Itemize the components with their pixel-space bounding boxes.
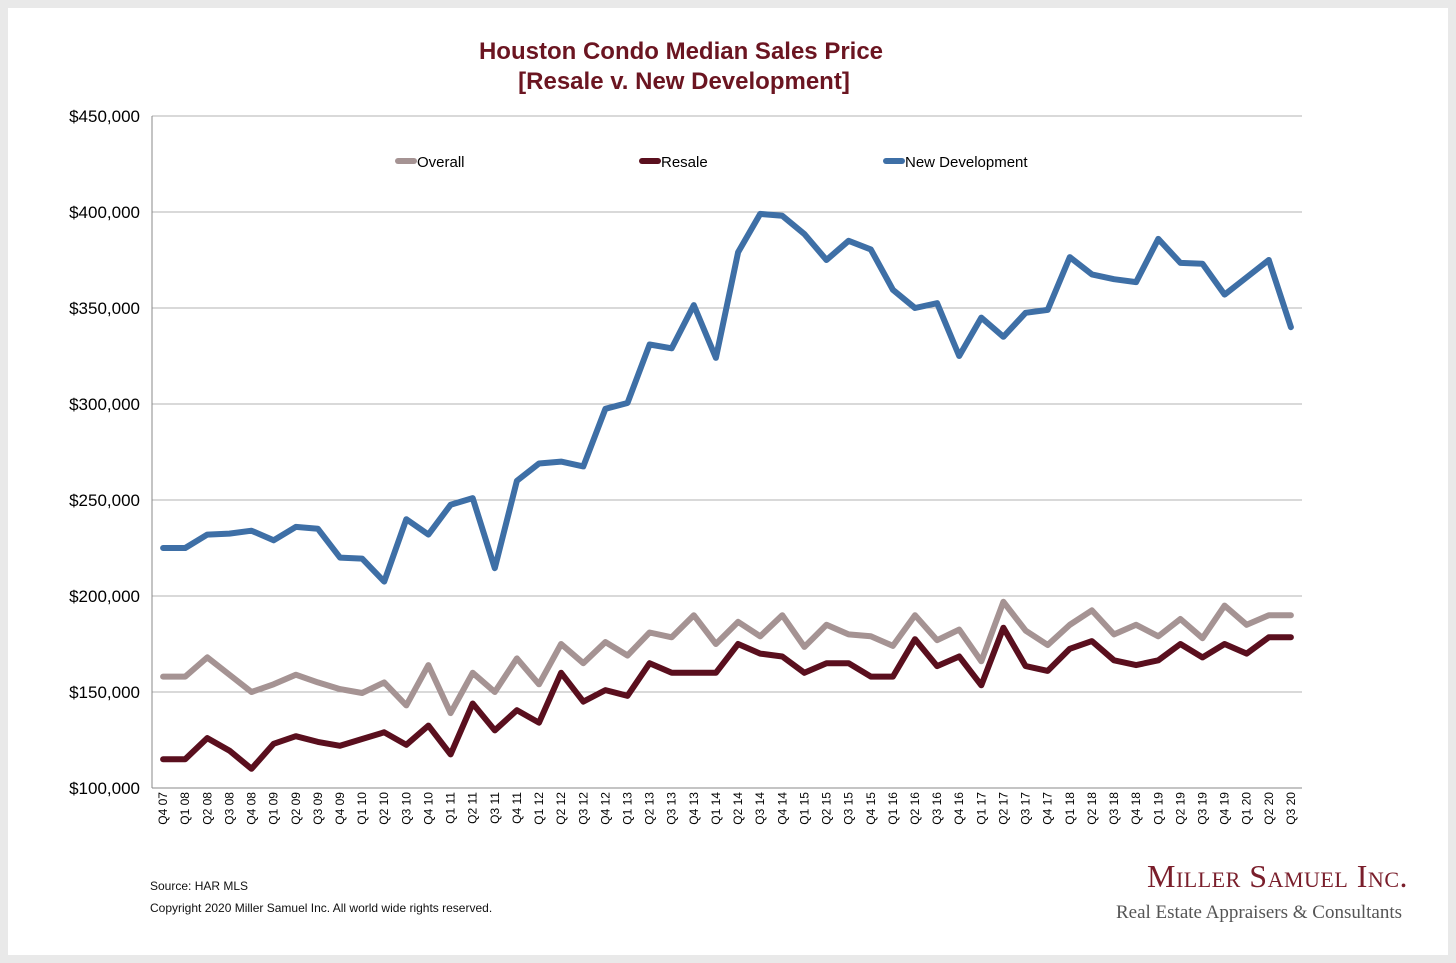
x-tick-label: Q4 18 bbox=[1129, 792, 1143, 825]
x-tick-label: Q3 10 bbox=[399, 792, 413, 825]
x-tick-label: Q3 15 bbox=[842, 792, 856, 825]
x-tick-label: Q4 19 bbox=[1218, 792, 1232, 825]
x-tick-label: Q2 18 bbox=[1085, 792, 1099, 825]
x-tick-label: Q1 11 bbox=[444, 792, 458, 824]
x-tick-label: Q3 16 bbox=[930, 792, 944, 825]
chart-subtitle: [Resale v. New Development] bbox=[518, 68, 850, 95]
x-tick-label: Q1 10 bbox=[355, 792, 369, 825]
series-line-new-development bbox=[160, 210, 1294, 585]
x-tick-label: Q1 17 bbox=[974, 792, 988, 825]
x-tick-label: Q1 14 bbox=[709, 792, 723, 825]
y-tick-label: $450,000 bbox=[69, 107, 140, 126]
x-tick-label: Q4 11 bbox=[510, 792, 524, 824]
x-tick-label: Q4 08 bbox=[245, 792, 259, 825]
x-tick-label: Q2 09 bbox=[289, 792, 303, 825]
series-lines bbox=[160, 210, 1294, 772]
x-tick-label: Q2 14 bbox=[731, 792, 745, 825]
x-tick-label: Q1 20 bbox=[1240, 792, 1254, 825]
x-tick-label: Q2 11 bbox=[466, 792, 480, 824]
x-tick-label: Q4 13 bbox=[687, 792, 701, 825]
x-tick-label: Q1 09 bbox=[267, 792, 281, 825]
x-tick-label: Q3 13 bbox=[665, 792, 679, 825]
x-tick-label: Q1 13 bbox=[620, 792, 634, 825]
x-tick-label: Q4 09 bbox=[333, 792, 347, 825]
x-tick-label: Q2 12 bbox=[554, 792, 568, 825]
company-logo-name: Miller Samuel Inc. bbox=[1147, 858, 1408, 894]
source-note: Source: HAR MLS bbox=[150, 879, 249, 893]
x-tick-label: Q1 12 bbox=[532, 792, 546, 825]
x-tick-label: Q3 20 bbox=[1284, 792, 1298, 825]
y-tick-label: $400,000 bbox=[69, 203, 140, 222]
company-logo-tagline: Real Estate Appraisers & Consultants bbox=[1115, 902, 1402, 923]
series-line-resale bbox=[160, 624, 1294, 772]
x-tick-label: Q4 15 bbox=[864, 792, 878, 825]
y-tick-label: $350,000 bbox=[69, 299, 140, 318]
x-tick-label: Q2 17 bbox=[996, 792, 1010, 825]
x-tick-label: Q1 19 bbox=[1151, 792, 1165, 825]
x-tick-label: Q2 10 bbox=[377, 792, 391, 825]
x-tick-label: Q1 16 bbox=[886, 792, 900, 825]
x-tick-label: Q4 12 bbox=[598, 792, 612, 825]
x-tick-label: Q3 12 bbox=[576, 792, 590, 825]
slide-frame bbox=[8, 8, 1448, 955]
x-tick-label: Q3 11 bbox=[488, 792, 502, 824]
x-tick-label: Q2 08 bbox=[200, 792, 214, 825]
x-tick-label: Q4 10 bbox=[421, 792, 435, 825]
legend-label: New Development bbox=[905, 154, 1028, 171]
chart-title: Houston Condo Median Sales Price bbox=[479, 38, 883, 65]
legend: Overall Resale New Development bbox=[395, 154, 1028, 171]
y-tick-label: $250,000 bbox=[69, 491, 140, 510]
x-tick-label: Q2 19 bbox=[1173, 792, 1187, 825]
legend-label: Overall bbox=[417, 154, 465, 171]
legend-label: Resale bbox=[661, 154, 708, 171]
y-tick-label: $300,000 bbox=[69, 395, 140, 414]
y-axis-ticks: $100,000 $150,000 $200,000 $250,000 $300,000… bbox=[69, 107, 140, 798]
y-tick-label: $100,000 bbox=[69, 779, 140, 798]
x-tick-label: Q2 16 bbox=[908, 792, 922, 825]
x-tick-label: Q4 14 bbox=[775, 792, 789, 825]
x-tick-label: Q4 16 bbox=[952, 792, 966, 825]
copyright-note: Copyright 2020 Miller Samuel Inc. All wo… bbox=[150, 901, 493, 915]
x-tick-label: Q3 17 bbox=[1019, 792, 1033, 825]
x-tick-label: Q4 07 bbox=[156, 792, 170, 825]
y-tick-label: $200,000 bbox=[69, 587, 140, 606]
x-tick-label: Q3 14 bbox=[753, 792, 767, 825]
y-tick-label: $150,000 bbox=[69, 683, 140, 702]
x-tick-label: Q3 19 bbox=[1195, 792, 1209, 825]
x-tick-label: Q1 15 bbox=[797, 792, 811, 825]
x-tick-label: Q2 15 bbox=[820, 792, 834, 825]
x-tick-label: Q3 18 bbox=[1107, 792, 1121, 825]
x-tick-label: Q1 08 bbox=[178, 792, 192, 825]
x-tick-label: Q2 13 bbox=[643, 792, 657, 825]
x-axis-ticks: Q4 07 Q1 08 Q2 08 Q3 08 Q4 08 Q1 09 Q2 09 Q3 09… bbox=[156, 792, 1298, 825]
x-tick-label: Q3 08 bbox=[222, 792, 236, 825]
x-tick-label: Q4 17 bbox=[1041, 792, 1055, 825]
x-tick-label: Q3 09 bbox=[311, 792, 325, 825]
x-tick-label: Q1 18 bbox=[1063, 792, 1077, 825]
series-line-overall bbox=[160, 598, 1294, 717]
x-tick-label: Q2 20 bbox=[1262, 792, 1276, 825]
